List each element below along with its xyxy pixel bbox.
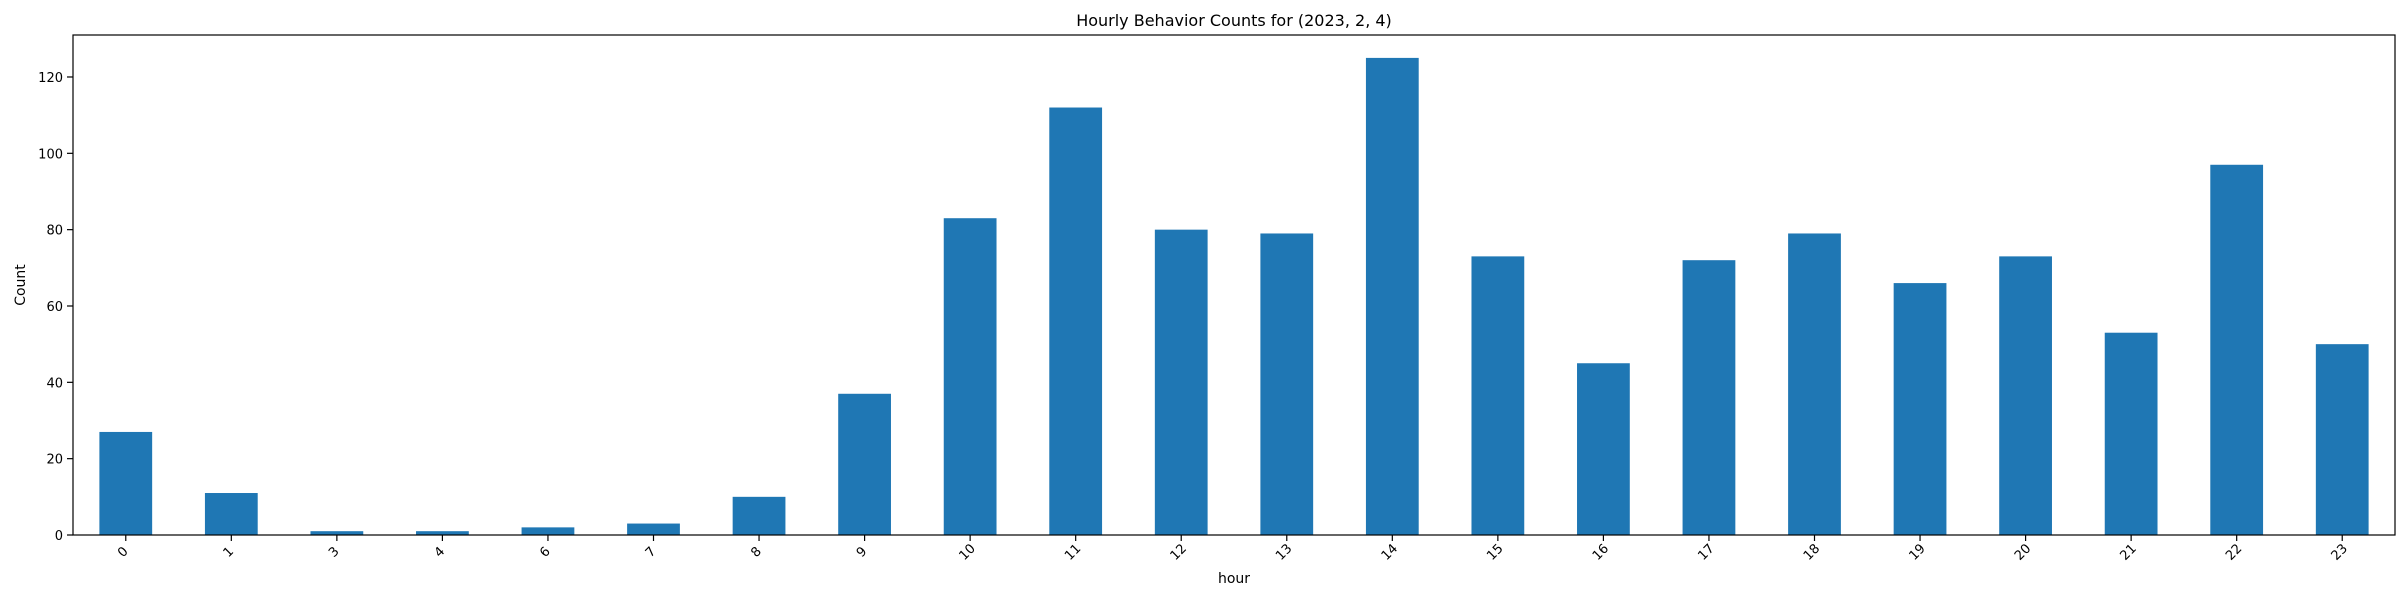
x-tick-label: 7 bbox=[643, 544, 659, 560]
bar-hour-11 bbox=[1049, 107, 1103, 536]
bars-group bbox=[99, 57, 2369, 536]
x-tick-label: 18 bbox=[1801, 541, 1823, 563]
bar-hour-10 bbox=[943, 218, 997, 535]
y-tick-label: 20 bbox=[46, 453, 63, 468]
x-tick-label: 13 bbox=[1273, 541, 1295, 563]
x-tick-label: 20 bbox=[2012, 541, 2034, 563]
y-tick-label: 100 bbox=[38, 147, 63, 162]
x-tick-label: 15 bbox=[1484, 541, 1506, 563]
x-tick-label: 9 bbox=[854, 544, 870, 560]
bar-hour-14 bbox=[1365, 57, 1419, 536]
x-tick-label: 16 bbox=[1590, 541, 1612, 563]
bar-hour-4 bbox=[416, 531, 469, 535]
bar-hour-1 bbox=[204, 493, 258, 535]
x-tick-label: 1 bbox=[221, 544, 237, 560]
x-tick-label: 17 bbox=[1695, 541, 1717, 563]
x-tick-label: 0 bbox=[115, 544, 131, 560]
x-tick-label: 14 bbox=[1379, 541, 1401, 563]
bar-hour-17 bbox=[1682, 260, 1736, 535]
x-tick-label: 11 bbox=[1062, 541, 1084, 563]
bar-hour-19 bbox=[1893, 283, 1947, 535]
x-tick-label: 12 bbox=[1168, 541, 1190, 563]
bar-hour-18 bbox=[1788, 233, 1841, 536]
bar-hour-13 bbox=[1260, 233, 1314, 536]
x-tick-label: 23 bbox=[2329, 541, 2351, 563]
bar-hour-15 bbox=[1471, 256, 1525, 535]
bar-hour-9 bbox=[838, 393, 891, 535]
bar-hour-12 bbox=[1154, 229, 1208, 535]
bar-hour-16 bbox=[1577, 363, 1630, 535]
x-axis-label: hour bbox=[1218, 571, 1250, 587]
x-tick-label: 6 bbox=[537, 544, 553, 560]
y-tick-label: 40 bbox=[46, 376, 63, 391]
x-axis-ticks: 0 1 3 4 6 7 8 9 10 11 12 13 14 15 16 17 18 19 20 21 22 23 bbox=[115, 535, 2351, 564]
bar-hour-3 bbox=[310, 531, 364, 535]
bar-hour-23 bbox=[2315, 344, 2369, 535]
x-tick-label: 10 bbox=[957, 541, 979, 563]
bar-hour-22 bbox=[2210, 164, 2264, 535]
y-axis-label: Count bbox=[13, 264, 29, 306]
plot-frame bbox=[72, 34, 2396, 536]
x-tick-label: 21 bbox=[2118, 541, 2140, 563]
bar-hour-21 bbox=[2104, 332, 2158, 535]
bar-hour-20 bbox=[1999, 256, 2052, 535]
x-tick-label: 4 bbox=[432, 544, 448, 560]
x-tick-label: 8 bbox=[748, 544, 764, 560]
x-tick-label: 3 bbox=[326, 544, 342, 560]
bar-hour-7 bbox=[627, 523, 680, 535]
x-tick-label: 19 bbox=[1906, 541, 1928, 563]
x-tick-label: 22 bbox=[2223, 541, 2245, 563]
y-tick-label: 80 bbox=[46, 224, 63, 239]
y-tick-label: 0 bbox=[55, 529, 63, 544]
bar-hour-8 bbox=[732, 496, 786, 535]
y-tick-label: 60 bbox=[46, 300, 63, 315]
bar-hour-0 bbox=[99, 431, 153, 535]
y-axis-ticks: 0 20 40 60 80 100 120 bbox=[38, 71, 73, 544]
chart-title: Hourly Behavior Counts for (2023, 2, 4) bbox=[1076, 11, 1392, 30]
bar-hour-6 bbox=[521, 527, 575, 535]
y-tick-label: 120 bbox=[38, 71, 63, 86]
